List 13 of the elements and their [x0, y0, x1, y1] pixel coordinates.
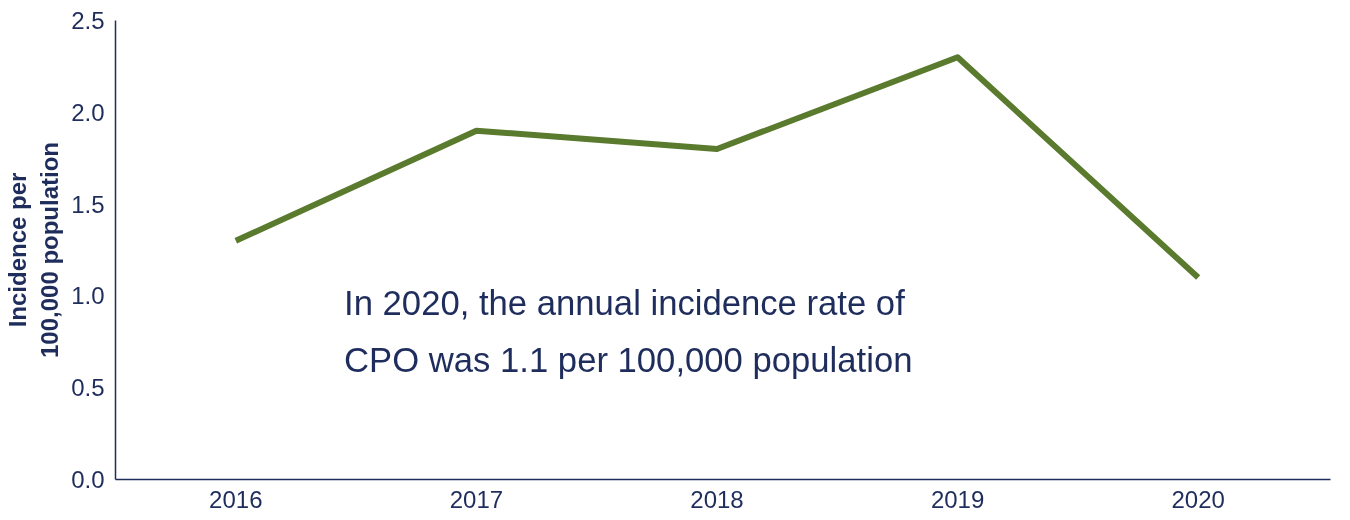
x-tick-label: 2018	[690, 485, 744, 513]
y-tick-label: 1.5	[71, 190, 105, 218]
x-tick-label: 2020	[1171, 485, 1225, 513]
x-tick-label: 2019	[930, 485, 985, 513]
y-tick-label: 2.5	[71, 7, 105, 34]
y-tick-label: 0.0	[71, 466, 105, 493]
y-tick-label: 2.0	[71, 98, 105, 126]
y-axis-title: Incidence per 100,000 population	[3, 141, 64, 359]
x-tick-label: 2017	[449, 485, 504, 513]
y-tick-label: 1.0	[71, 282, 105, 310]
y-tick-label: 0.5	[71, 374, 105, 402]
annotation: In 2020, the annual incidence rate of CPO was 1.1 per 100,000 population	[344, 283, 913, 379]
x-tick-label: 2016	[209, 485, 263, 513]
